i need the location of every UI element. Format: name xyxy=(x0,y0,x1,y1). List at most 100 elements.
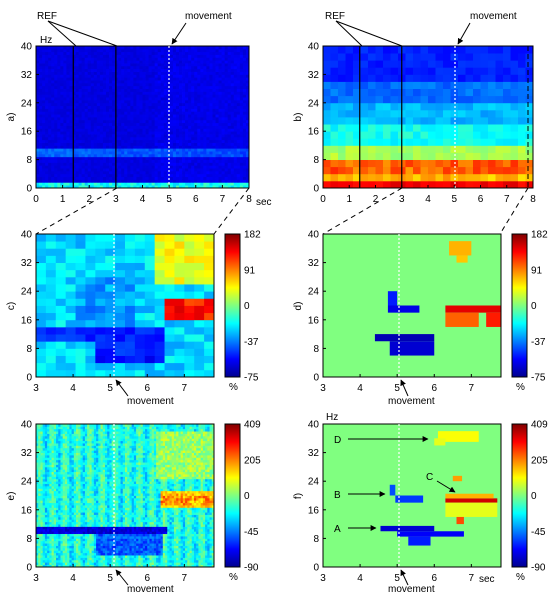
heatmap-cell xyxy=(157,151,162,155)
heatmap-cell xyxy=(66,125,70,129)
heatmap-cell xyxy=(154,122,159,126)
heatmap-cell xyxy=(206,125,210,129)
heatmap-cell xyxy=(169,68,174,72)
heatmap-cell xyxy=(115,148,119,152)
heatmap-cell xyxy=(90,57,95,61)
heatmap-cell xyxy=(209,128,213,132)
heatmap-cell xyxy=(390,180,399,189)
y-tick-label: 24 xyxy=(308,287,320,298)
heatmap-cell xyxy=(518,152,526,160)
heatmap-cell xyxy=(133,99,137,104)
heatmap-cell xyxy=(66,159,70,163)
heatmap-cell xyxy=(172,77,177,81)
heatmap-cell xyxy=(44,469,48,473)
heatmap-cell xyxy=(81,108,86,112)
heatmap-cell xyxy=(45,94,49,98)
heatmap-cell xyxy=(212,71,216,75)
heatmap-cell xyxy=(488,117,496,125)
heatmap-cell xyxy=(169,80,174,84)
heatmap-cell xyxy=(206,91,210,95)
heatmap-cell xyxy=(194,125,198,129)
heatmap-cell xyxy=(44,459,48,463)
heatmap-cell xyxy=(49,526,52,530)
heatmap-cell xyxy=(139,85,143,89)
heatmap-cell xyxy=(66,173,70,178)
heatmap-cell xyxy=(36,156,40,160)
heatmap-cell xyxy=(206,114,210,118)
heatmap-cell xyxy=(179,156,183,160)
heatmap-cell xyxy=(75,142,79,146)
heatmap-cell xyxy=(72,77,76,81)
heatmap-cell xyxy=(209,108,213,112)
heatmap-cell xyxy=(368,180,376,189)
heatmap-cell xyxy=(102,131,107,135)
heatmap-cell xyxy=(87,82,92,87)
axes-frame-d xyxy=(322,233,502,378)
heatmap-cell xyxy=(38,536,41,539)
heatmap-cell xyxy=(209,68,213,72)
heatmap-cell xyxy=(121,102,125,107)
heatmap-cell xyxy=(130,60,134,64)
heatmap-cell xyxy=(72,85,76,89)
heatmap-cell xyxy=(172,46,177,50)
heatmap-cell xyxy=(99,94,104,98)
heatmap-cell xyxy=(188,46,192,50)
heatmap-cell xyxy=(139,153,143,158)
heatmap-cell xyxy=(36,176,40,180)
heatmap-cell xyxy=(99,122,104,126)
heatmap-cell xyxy=(121,80,125,84)
x-tick-label: 4 xyxy=(140,194,146,205)
heatmap-cell xyxy=(194,91,198,95)
heatmap-cell xyxy=(133,111,137,115)
heatmap-cell xyxy=(197,51,201,55)
heatmap-cell xyxy=(36,466,39,470)
heatmap-cell xyxy=(65,305,76,314)
heatmap-cell xyxy=(204,269,215,278)
heatmap-cell xyxy=(230,77,235,81)
heatmap-cell xyxy=(115,276,126,285)
heatmap-cell xyxy=(233,80,238,84)
heatmap-cell xyxy=(420,95,429,104)
heatmap-cell xyxy=(75,305,86,314)
heatmap-cell xyxy=(130,145,134,149)
heatmap-cell xyxy=(172,139,177,143)
heatmap-cell xyxy=(458,74,466,82)
heatmap-cell xyxy=(42,433,46,437)
heatmap-cell xyxy=(90,85,95,89)
heatmap-cell xyxy=(154,114,159,118)
heatmap-cell xyxy=(96,63,101,67)
heatmap-cell xyxy=(390,60,399,68)
heatmap-cell xyxy=(169,82,174,87)
heatmap-cell xyxy=(45,341,57,349)
heatmap-cell xyxy=(48,136,52,141)
heatmap-cell xyxy=(127,63,131,67)
heatmap-cell xyxy=(154,326,165,335)
heatmap-cell xyxy=(36,426,39,430)
heatmap-cell xyxy=(154,142,159,146)
heatmap-cell xyxy=(93,131,98,135)
heatmap-cell xyxy=(105,276,116,285)
heatmap-cell xyxy=(185,151,189,155)
heatmap-cell xyxy=(87,63,92,67)
heatmap-cell xyxy=(130,85,134,89)
heatmap-cell xyxy=(175,80,180,84)
heatmap-cell xyxy=(127,153,131,158)
heatmap-cell xyxy=(84,85,89,89)
heatmap-cell xyxy=(405,166,414,175)
heatmap-cell xyxy=(75,128,79,132)
heatmap-cell xyxy=(36,108,40,112)
heatmap-cell xyxy=(375,88,384,97)
heatmap-cell xyxy=(69,71,73,75)
heatmap-cell xyxy=(194,139,198,143)
heatmap-cell xyxy=(102,88,107,92)
heatmap-cell xyxy=(48,88,52,92)
heatmap-cell xyxy=(163,156,168,160)
heatmap-cell xyxy=(197,85,201,89)
heatmap-cell xyxy=(36,495,39,499)
heatmap-cell xyxy=(230,57,235,61)
heatmap-cell xyxy=(63,111,67,115)
heatmap-cell xyxy=(121,122,125,126)
heatmap-cell xyxy=(99,168,104,172)
heatmap-cell xyxy=(151,165,156,169)
heatmap-cell xyxy=(99,82,104,87)
